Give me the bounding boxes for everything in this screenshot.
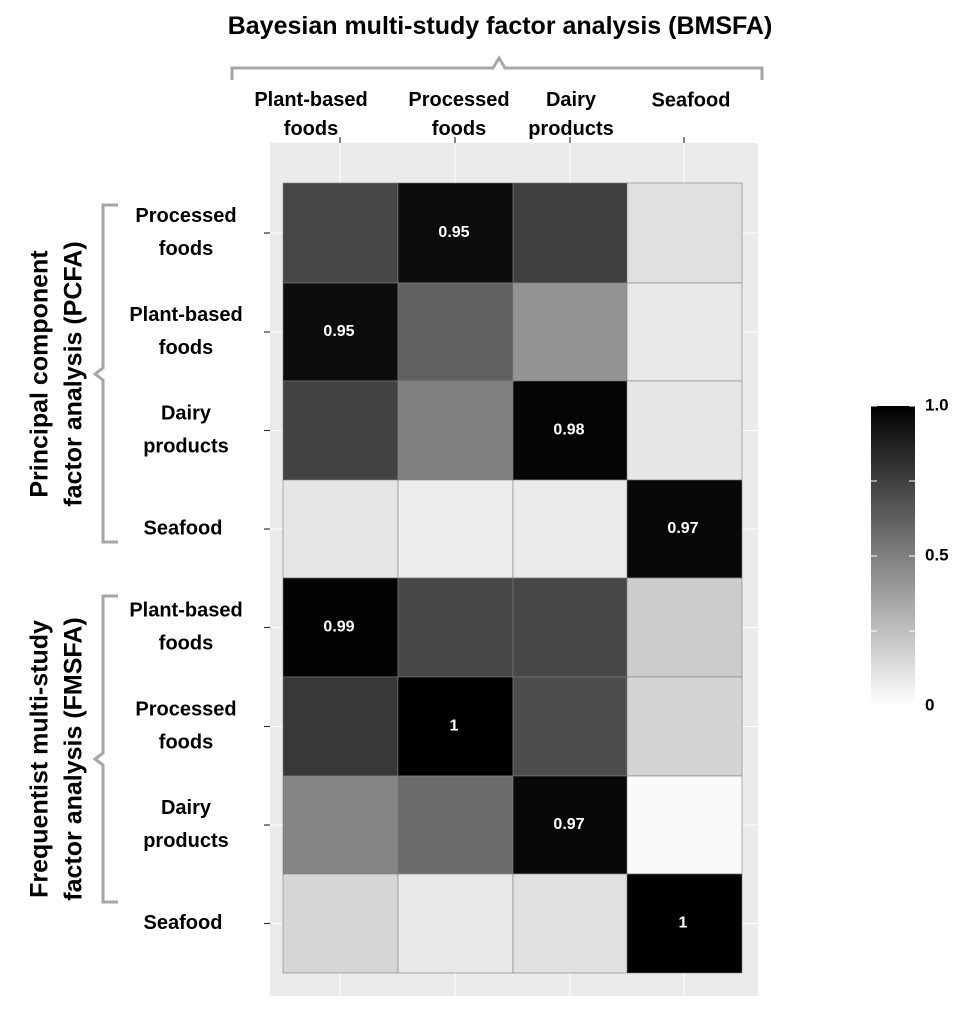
cell-value-labels: 0.95 0.95 0.98 0.97 0.99 1 0.97 1	[323, 224, 698, 932]
heatmap-cell	[512, 873, 629, 974]
row-label: Seafood	[144, 912, 223, 934]
heatmap-cell	[397, 775, 514, 875]
row-group-label-line: factor analysis (PCFA)	[60, 241, 88, 506]
heatmap-cell	[397, 380, 514, 481]
column-label-line: foods	[284, 118, 338, 140]
row-group-label-line: Principal component	[26, 250, 54, 498]
cell-value-label: 0.95	[438, 224, 469, 241]
heatmap-cell	[282, 676, 399, 777]
column-label-line: foods	[432, 118, 486, 140]
heatmap-cell	[512, 676, 629, 777]
row-label-line: Processed	[135, 205, 236, 227]
row-label-line: foods	[159, 337, 213, 359]
column-label: Plant-based foods	[254, 89, 367, 140]
column-label: Seafood	[652, 89, 731, 111]
heatmap-cells	[282, 182, 743, 974]
heatmap-cell	[512, 182, 629, 284]
row-label: Plant-based foods	[129, 304, 242, 359]
heatmap-cell	[397, 479, 514, 579]
heatmap-cell	[282, 380, 399, 481]
row-label-line: products	[143, 830, 229, 852]
row-label-line: Seafood	[144, 912, 223, 934]
row-label: Processed foods	[135, 205, 236, 260]
heatmap-cell	[282, 182, 399, 284]
heatmap-cell	[512, 479, 629, 579]
row-label-line: Plant-based	[129, 304, 242, 326]
column-label-line: Seafood	[652, 89, 731, 111]
column-label-line: Plant-based	[254, 89, 367, 111]
cell-value-label: 1	[450, 718, 459, 735]
heatmap-cell	[282, 479, 399, 579]
heatmap-cell	[282, 577, 399, 678]
chart-title: Bayesian multi-study factor analysis (BM…	[228, 12, 773, 40]
heatmap-cell	[626, 380, 743, 481]
heatmap-cell	[282, 873, 399, 974]
row-group-label-line: factor analysis (FMSFA)	[60, 617, 88, 900]
column-label-line: products	[528, 118, 614, 140]
top-bracket	[230, 55, 764, 80]
row-label: Dairy products	[143, 402, 229, 457]
heatmap-cell	[626, 577, 743, 678]
heatmap-cell	[512, 380, 629, 481]
row-group-label-line: Frequentist multi-study	[26, 620, 54, 898]
heatmap-cell	[626, 873, 743, 974]
row-labels: Processed foods Plant-based foods Dairy produ…	[129, 205, 270, 934]
legend-tick-label: 1.0	[925, 395, 949, 414]
row-label-line: Processed	[135, 698, 236, 720]
heatmap-cell	[282, 775, 399, 875]
heatmap-cell	[397, 577, 514, 678]
heatmap-cell	[397, 182, 514, 284]
heatmap-cell	[512, 775, 629, 875]
row-label: Processed foods	[135, 698, 236, 753]
column-label: Processed foods	[408, 89, 509, 140]
row-group-label: Frequentist multi-study factor analysis (…	[26, 617, 88, 900]
heatmap-cell	[397, 282, 514, 382]
column-label-line: Processed	[408, 89, 509, 111]
row-label-line: foods	[159, 632, 213, 654]
color-legend: 1.0 0.5 0	[871, 395, 949, 714]
row-label-line: Plant-based	[129, 599, 242, 621]
row-label-line: Dairy	[161, 402, 212, 424]
cell-value-label: 0.97	[553, 816, 584, 833]
heatmap-cell	[512, 577, 629, 678]
row-label: Plant-based foods	[129, 599, 242, 654]
row-label-line: foods	[159, 238, 213, 260]
cell-value-label: 0.99	[323, 619, 354, 636]
legend-tick-label: 0	[925, 695, 934, 714]
row-label: Dairy products	[143, 797, 229, 852]
heatmap-cell	[626, 479, 743, 579]
row-group-label: Principal component factor analysis (PCFA…	[26, 241, 88, 506]
heatmap-cell	[397, 873, 514, 974]
heatmap-cell	[626, 775, 743, 875]
column-label: Dairy products	[528, 89, 614, 140]
row-group-bracket	[92, 594, 118, 904]
column-labels: Plant-based foods Processed foods Dairy produ…	[254, 89, 730, 143]
legend-tick-label: 0.5	[925, 545, 949, 564]
heatmap-cell	[397, 676, 514, 777]
legend-colorbar	[871, 406, 915, 706]
cell-value-label: 0.98	[553, 422, 584, 439]
row-group-bracket	[92, 203, 118, 544]
cell-value-label: 0.97	[667, 520, 698, 537]
heatmap-cell	[626, 182, 743, 284]
cell-value-label: 0.95	[323, 323, 354, 340]
heatmap-cell	[512, 282, 629, 382]
row-label: Seafood	[144, 517, 223, 539]
heatmap-cell	[626, 282, 743, 382]
row-group-labels: Principal component factor analysis (PCFA…	[26, 203, 118, 904]
row-label-line: products	[143, 435, 229, 457]
heatmap-cell	[626, 676, 743, 777]
cell-value-label: 1	[679, 915, 688, 932]
column-label-line: Dairy	[546, 89, 597, 111]
row-label-line: foods	[159, 731, 213, 753]
row-label-line: Dairy	[161, 797, 212, 819]
row-label-line: Seafood	[144, 517, 223, 539]
